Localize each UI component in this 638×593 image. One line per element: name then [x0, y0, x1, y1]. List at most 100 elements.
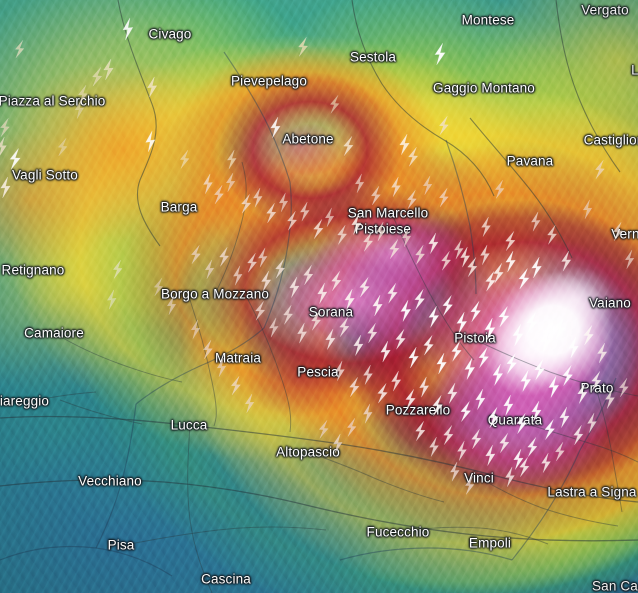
lightning-bolt-icon[interactable]: [274, 191, 293, 215]
lightning-bolt-icon[interactable]: [432, 351, 452, 377]
lightning-bolt-icon[interactable]: [330, 360, 350, 385]
lightning-bolt-icon[interactable]: [358, 402, 377, 426]
lightning-bolt-icon[interactable]: [176, 148, 194, 171]
lightning-bolt-icon[interactable]: [491, 179, 509, 202]
lightning-bolt-icon[interactable]: [466, 428, 485, 453]
lightning-bolt-icon[interactable]: [410, 287, 430, 313]
lightning-bolt-icon[interactable]: [526, 399, 546, 424]
lightning-bolt-icon[interactable]: [312, 281, 332, 307]
lightning-bolt-icon[interactable]: [117, 16, 140, 44]
lightning-bolt-icon[interactable]: [446, 460, 465, 484]
lightning-bolt-icon[interactable]: [579, 198, 598, 222]
lightning-bolt-icon[interactable]: [403, 146, 422, 170]
lightning-bolt-icon[interactable]: [514, 456, 534, 481]
lightning-bolt-icon[interactable]: [284, 275, 304, 300]
lightning-bolt-icon[interactable]: [10, 38, 28, 61]
lightning-bolt-icon[interactable]: [390, 327, 410, 352]
lightning-bolt-icon[interactable]: [0, 116, 15, 140]
lightning-bolt-icon[interactable]: [527, 255, 547, 281]
lightning-bolt-icon[interactable]: [198, 173, 218, 198]
lightning-bolt-icon[interactable]: [459, 357, 480, 384]
lightning-bolt-icon[interactable]: [228, 264, 247, 288]
lightning-bolt-icon[interactable]: [394, 132, 414, 157]
lightning-bolt-icon[interactable]: [554, 405, 574, 430]
lightning-bolt-icon[interactable]: [139, 129, 161, 156]
lightning-bolt-icon[interactable]: [438, 423, 458, 448]
lightning-bolt-icon[interactable]: [223, 148, 241, 171]
lightning-bolt-icon[interactable]: [512, 411, 532, 437]
lightning-bolt-icon[interactable]: [488, 363, 508, 389]
lightning-bolt-icon[interactable]: [329, 432, 347, 455]
lightning-bolt-icon[interactable]: [306, 310, 325, 334]
lightning-bolt-icon[interactable]: [315, 418, 334, 442]
lightning-bolt-icon[interactable]: [249, 186, 268, 210]
lightning-bolt-icon[interactable]: [452, 440, 471, 464]
lightning-bolt-icon[interactable]: [397, 226, 416, 250]
lightning-bolt-icon[interactable]: [475, 244, 495, 269]
lightning-bolt-icon[interactable]: [395, 299, 416, 326]
lightning-bolt-icon[interactable]: [410, 420, 430, 445]
lightning-bolt-icon[interactable]: [70, 98, 89, 121]
lightning-bolt-icon[interactable]: [163, 294, 181, 317]
lightning-bolt-icon[interactable]: [480, 269, 500, 294]
lightning-bolt-icon[interactable]: [452, 311, 473, 337]
lightning-bolt-icon[interactable]: [186, 243, 205, 267]
lightning-bolt-icon[interactable]: [494, 305, 515, 331]
lightning-bolt-icon[interactable]: [484, 405, 504, 431]
lightning-bolt-icon[interactable]: [261, 202, 280, 227]
lightning-bolt-icon[interactable]: [582, 412, 602, 437]
lightning-bolt-icon[interactable]: [338, 134, 358, 159]
lightning-bolt-icon[interactable]: [5, 147, 26, 174]
lightning-bolt-icon[interactable]: [343, 416, 361, 439]
lightning-bolt-icon[interactable]: [514, 267, 535, 293]
lightning-bolt-icon[interactable]: [87, 66, 107, 91]
lightning-bolt-icon[interactable]: [455, 245, 475, 270]
lightning-bolt-icon[interactable]: [470, 387, 490, 412]
lightning-bolt-icon[interactable]: [298, 264, 317, 289]
lightning-bolt-icon[interactable]: [480, 443, 500, 469]
lightning-bolt-icon[interactable]: [0, 175, 15, 201]
lightning-bolt-icon[interactable]: [102, 288, 121, 312]
lightning-bolt-icon[interactable]: [527, 210, 546, 234]
lightning-bolt-icon[interactable]: [436, 250, 455, 274]
lightning-bolt-icon[interactable]: [213, 356, 232, 380]
lightning-bolt-icon[interactable]: [590, 158, 609, 182]
lightning-bolt-icon[interactable]: [500, 229, 520, 254]
lightning-bolt-icon[interactable]: [326, 270, 346, 295]
lightning-bolt-icon[interactable]: [386, 176, 405, 200]
lightning-bolt-icon[interactable]: [508, 447, 528, 472]
lightning-bolt-icon[interactable]: [425, 436, 444, 460]
lightning-bolt-icon[interactable]: [215, 246, 234, 270]
lightning-bolt-icon[interactable]: [477, 216, 496, 240]
lightning-bolt-icon[interactable]: [236, 193, 256, 218]
lightning-bolt-icon[interactable]: [418, 333, 438, 359]
lightning-bolt-icon[interactable]: [592, 342, 611, 367]
lightning-bolt-icon[interactable]: [296, 200, 314, 223]
lightning-bolt-icon[interactable]: [270, 258, 290, 283]
lightning-bolt-icon[interactable]: [535, 328, 556, 355]
lightning-bolt-icon[interactable]: [516, 369, 537, 395]
lightning-bolt-icon[interactable]: [428, 393, 448, 419]
lightning-bolt-icon[interactable]: [320, 327, 340, 352]
lightning-bolt-icon[interactable]: [500, 466, 520, 491]
lightning-bolt-icon[interactable]: [241, 393, 259, 416]
lightning-bolt-icon[interactable]: [586, 369, 606, 394]
lightning-bolt-icon[interactable]: [344, 376, 364, 401]
lightning-bolt-icon[interactable]: [340, 287, 360, 313]
lightning-bolt-icon[interactable]: [424, 305, 444, 331]
lightning-bolt-icon[interactable]: [149, 277, 167, 300]
lightning-bolt-icon[interactable]: [199, 338, 217, 361]
lightning-bolt-icon[interactable]: [53, 136, 72, 159]
lightning-bolt-icon[interactable]: [362, 322, 381, 347]
lightning-bolt-icon[interactable]: [466, 299, 486, 325]
lightning-bolt-icon[interactable]: [351, 172, 370, 196]
lightning-bolt-icon[interactable]: [411, 244, 430, 268]
lightning-bolt-icon[interactable]: [279, 304, 298, 328]
lightning-bolt-icon[interactable]: [201, 258, 219, 281]
lightning-bolt-icon[interactable]: [615, 376, 633, 399]
lightning-bolt-icon[interactable]: [346, 212, 366, 237]
lightning-bolt-icon[interactable]: [521, 311, 542, 338]
lightning-bolt-icon[interactable]: [479, 316, 501, 343]
lightning-bolt-icon[interactable]: [502, 351, 523, 377]
